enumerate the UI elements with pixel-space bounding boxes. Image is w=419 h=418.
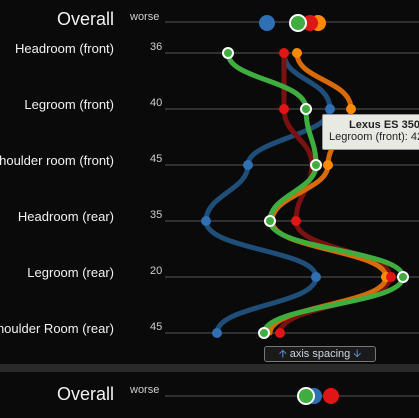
row-label-shoulder-front: Shoulder room (front) bbox=[0, 153, 114, 168]
section-divider bbox=[0, 364, 419, 372]
dot-green-headroom-rear bbox=[264, 215, 276, 227]
row-dots-headroom-rear bbox=[201, 215, 301, 227]
row-dots-legroom-front bbox=[279, 103, 356, 115]
dot-green-shoulder-front bbox=[310, 159, 322, 171]
dot-blue-headroom-rear bbox=[201, 216, 211, 226]
tooltip-value: Legroom (front): 42.1 bbox=[329, 131, 419, 143]
dot-blue-shoulder-rear bbox=[212, 328, 222, 338]
dot-green-headroom-front bbox=[222, 47, 234, 59]
dot-orange-headroom-front bbox=[292, 48, 302, 58]
tick-legroom-front: 40 bbox=[150, 97, 163, 109]
bottom-overall-dot-green bbox=[297, 387, 315, 405]
arrow-down-icon: 🡫 bbox=[353, 347, 362, 360]
dot-darkred-legroom-front bbox=[279, 104, 289, 114]
axis-spacing-label: axis spacing bbox=[289, 348, 351, 360]
dot-blue-shoulder-front bbox=[243, 160, 253, 170]
tick-headroom-rear: 35 bbox=[150, 209, 163, 221]
overall-dot-green bbox=[289, 14, 307, 32]
series-line-green bbox=[225, 50, 406, 336]
row-label-headroom-rear: Headroom (rear) bbox=[17, 209, 114, 224]
dot-blue-legroom-front bbox=[325, 104, 335, 114]
tick-headroom-front: 36 bbox=[150, 41, 163, 53]
tick-shoulder-rear: 45 bbox=[150, 321, 163, 333]
bottom-overall-scale-label: worse bbox=[130, 384, 160, 396]
dot-green-legroom-rear bbox=[397, 271, 409, 283]
dot-green-legroom-front bbox=[300, 103, 312, 115]
bottom-overall-dot-red bbox=[323, 388, 339, 404]
bottom-overall-label: Overall bbox=[56, 384, 114, 404]
top-overall-scale-label: worse bbox=[130, 11, 160, 23]
row-label-legroom-rear: Legroom (rear) bbox=[27, 265, 114, 280]
axis-spacing-button[interactable]: 🡩 axis spacing 🡫 bbox=[264, 346, 376, 362]
row-dots-headroom-front bbox=[222, 47, 302, 59]
top-overall-label: Overall bbox=[56, 9, 114, 29]
dot-darkred-legroom-rear bbox=[386, 272, 396, 282]
tooltip-title: Lexus ES 350 bbox=[349, 119, 419, 131]
dot-darkred-shoulder-rear bbox=[275, 328, 285, 338]
dot-darkred-headroom-front bbox=[279, 48, 289, 58]
hover-tooltip: Lexus ES 350 Legroom (front): 42.1 bbox=[322, 114, 419, 150]
tick-legroom-rear: 20 bbox=[150, 265, 163, 277]
dot-blue-legroom-rear bbox=[311, 272, 321, 282]
dot-green-shoulder-rear bbox=[258, 327, 270, 339]
row-label-headroom-front: Headroom (front) bbox=[15, 41, 114, 56]
dot-orange-legroom-front bbox=[346, 104, 356, 114]
row-label-legroom-front: Legroom (front) bbox=[24, 97, 114, 112]
row-dots-shoulder-rear bbox=[212, 327, 285, 339]
overall-dot-blue bbox=[259, 15, 275, 31]
series-line-blue bbox=[203, 50, 333, 336]
row-label-shoulder-rear: Shoulder Room (rear) bbox=[0, 321, 114, 336]
dot-orange-shoulder-front bbox=[323, 160, 333, 170]
arrow-up-icon: 🡩 bbox=[278, 347, 287, 360]
tick-shoulder-front: 45 bbox=[150, 153, 163, 165]
row-dots-shoulder-front bbox=[243, 159, 333, 171]
dot-darkred-headroom-rear bbox=[291, 216, 301, 226]
row-dots-legroom-rear bbox=[311, 271, 409, 283]
